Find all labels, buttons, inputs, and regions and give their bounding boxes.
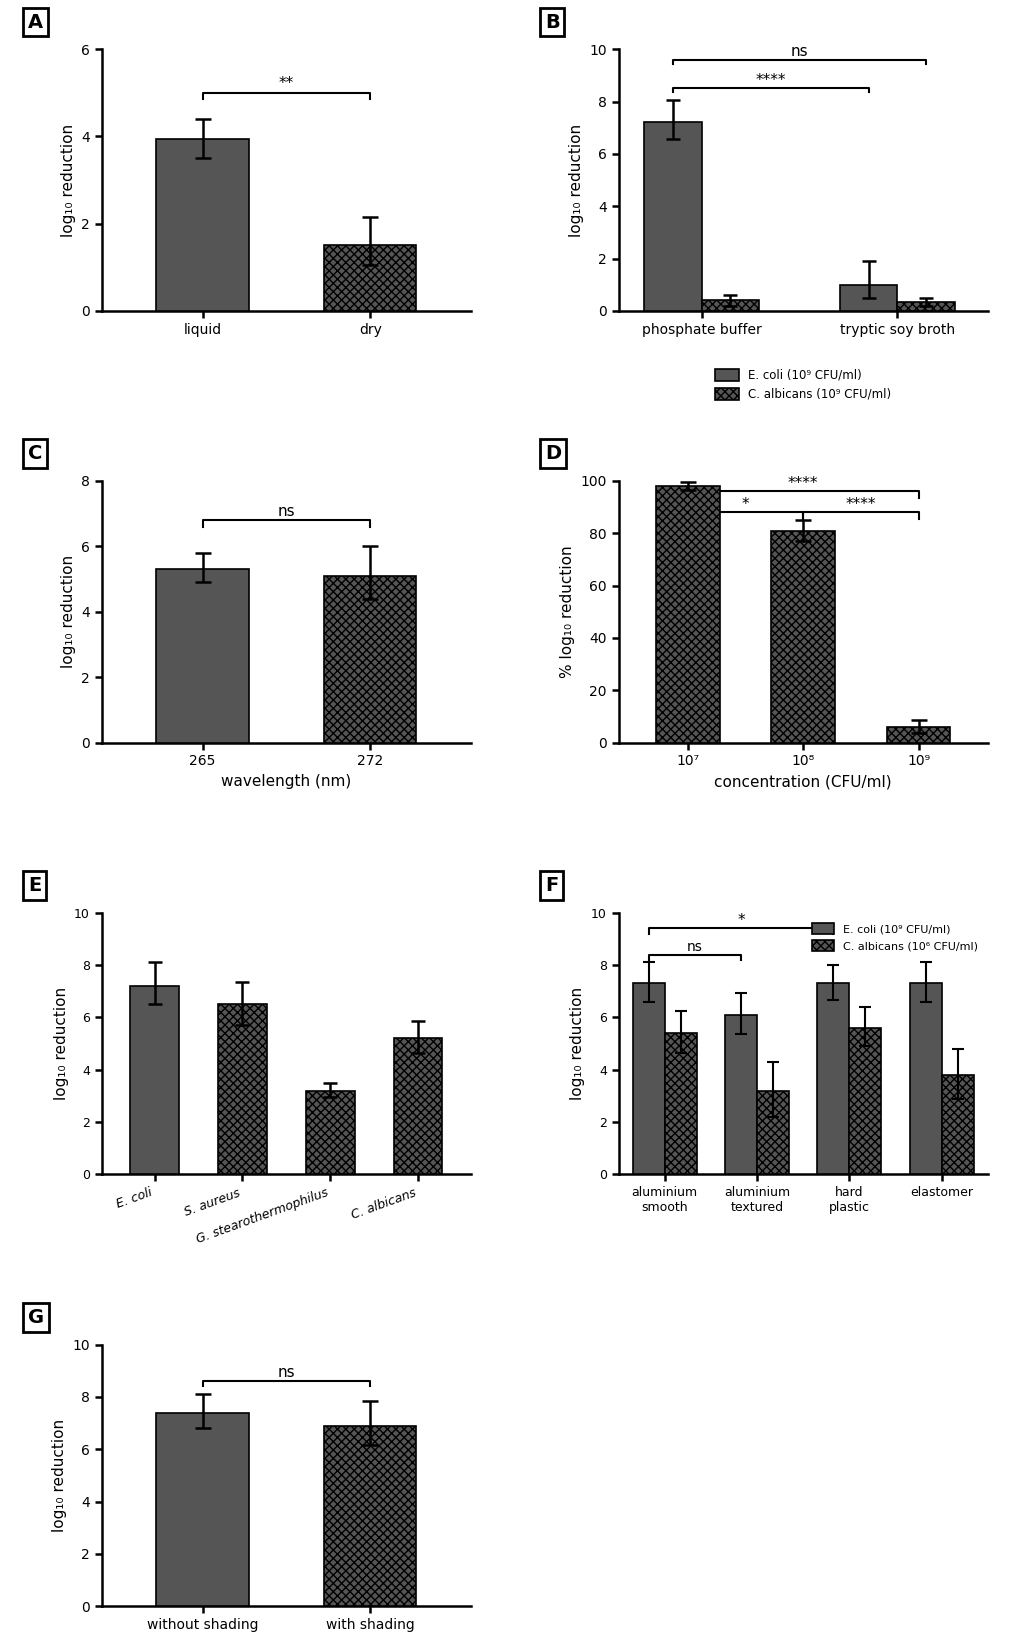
Y-axis label: log₁₀ reduction: log₁₀ reduction [54,987,68,1100]
Bar [218,1005,267,1175]
Text: ****: **** [788,477,818,492]
Bar [849,1028,881,1175]
Bar [701,300,758,311]
Bar [644,123,701,311]
Bar [817,983,849,1175]
Text: F: F [545,877,558,895]
Bar [324,575,416,742]
Y-axis label: % log₁₀ reduction: % log₁₀ reduction [560,546,575,679]
Y-axis label: log₁₀ reduction: log₁₀ reduction [570,987,585,1100]
Text: ns: ns [790,44,808,59]
Bar [394,1039,442,1175]
Text: C: C [27,444,43,464]
X-axis label: concentration (CFU/ml): concentration (CFU/ml) [715,774,892,788]
Bar [157,1413,248,1606]
Bar [656,487,720,742]
Y-axis label: log₁₀ reduction: log₁₀ reduction [61,123,75,236]
Text: ****: **** [845,497,875,513]
Text: A: A [27,13,43,31]
Y-axis label: log₁₀ reduction: log₁₀ reduction [568,123,583,236]
Bar [840,285,897,311]
Bar [633,983,665,1175]
Text: *: * [741,497,749,513]
Text: *: * [737,913,745,928]
Text: ****: **** [755,72,786,87]
Bar [756,1090,789,1175]
Bar [897,302,954,311]
Text: D: D [545,444,561,464]
Legend: E. coli (10⁹ CFU/ml), C. albicans (10⁹ CFU/ml): E. coli (10⁹ CFU/ml), C. albicans (10⁹ C… [711,364,896,405]
Bar [942,1075,973,1175]
Bar [772,531,835,742]
Bar [909,983,942,1175]
Bar [887,728,950,742]
Text: G: G [27,1308,44,1328]
Bar [157,569,248,742]
Text: ns: ns [278,1365,295,1380]
Text: ns: ns [278,505,295,520]
Y-axis label: log₁₀ reduction: log₁₀ reduction [52,1419,67,1532]
X-axis label: wavelength (nm): wavelength (nm) [221,774,351,788]
Bar [324,246,416,311]
Bar [306,1090,354,1175]
Bar [324,1426,416,1606]
Y-axis label: log₁₀ reduction: log₁₀ reduction [61,556,75,669]
Text: E: E [27,877,42,895]
Bar [157,139,248,311]
Text: **: ** [279,77,294,92]
Legend: E. coli (10⁹ CFU/ml), C. albicans (10⁶ CFU/ml): E. coli (10⁹ CFU/ml), C. albicans (10⁶ C… [807,918,982,956]
Text: B: B [545,13,559,31]
Bar [665,1033,696,1175]
Bar [130,987,179,1175]
Text: ns: ns [687,939,702,954]
Bar [725,1015,756,1175]
